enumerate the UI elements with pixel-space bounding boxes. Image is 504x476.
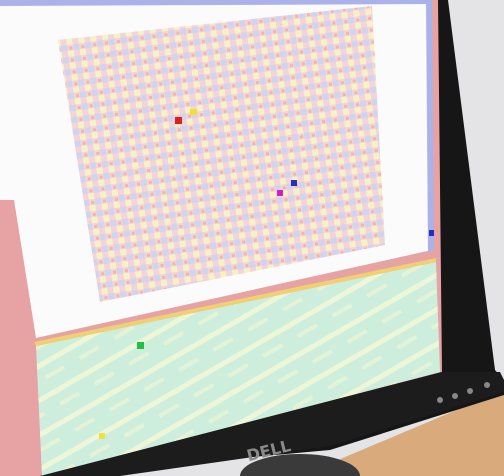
marker [190, 109, 197, 115]
lower-pane [36, 262, 440, 476]
desk [300, 390, 504, 476]
button [484, 382, 490, 388]
button [437, 397, 443, 403]
right-border [426, 0, 434, 252]
marker [277, 190, 283, 196]
marker [137, 342, 144, 349]
marker [429, 230, 434, 236]
marker [291, 180, 297, 186]
pattern-area [58, 6, 385, 302]
marker [99, 433, 105, 439]
button [467, 388, 473, 394]
button [452, 393, 458, 399]
stand [240, 454, 360, 476]
bottom-bezel [40, 372, 504, 476]
marker [175, 117, 182, 124]
pane-divider [34, 258, 436, 346]
top-border [0, 0, 430, 6]
